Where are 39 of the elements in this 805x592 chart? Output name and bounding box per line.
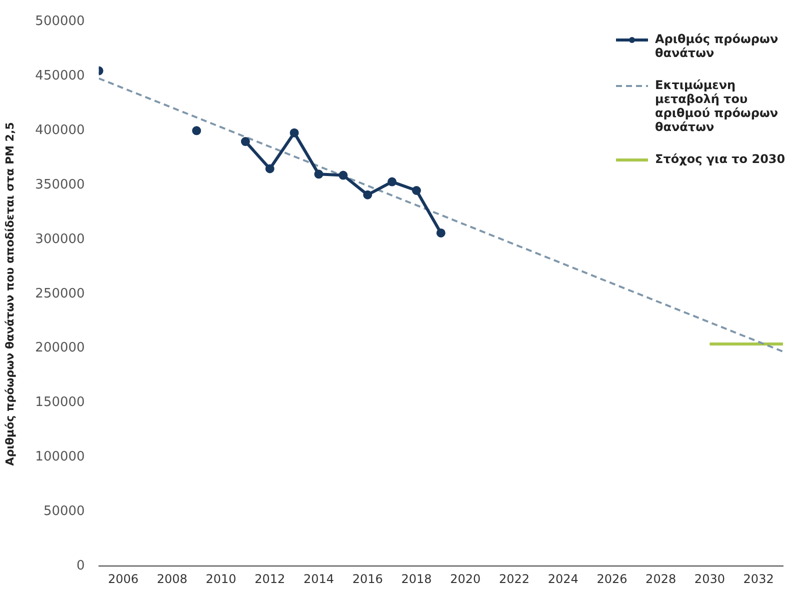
x-tick-label: 2010 bbox=[206, 572, 236, 586]
legend-label: Εκτιμώμενη μεταβολή του αριθμού πρόωρων θανάτων bbox=[655, 78, 780, 134]
point bbox=[338, 170, 348, 180]
x-tick-label: 2012 bbox=[254, 572, 286, 586]
x-tick-label: 2014 bbox=[303, 572, 334, 586]
point bbox=[314, 170, 324, 179]
y-tick-label: 250000 bbox=[35, 286, 85, 302]
x-tick-label: 2026 bbox=[596, 572, 628, 586]
x-tick-label: 2024 bbox=[548, 572, 578, 586]
y-tick-label: 50000 bbox=[43, 504, 85, 519]
x-tick-label: 2018 bbox=[401, 572, 432, 586]
point bbox=[412, 186, 421, 195]
y-tick-label: 400000 bbox=[35, 123, 85, 138]
y-tick-label: 0 bbox=[76, 558, 85, 574]
legend-label: Στόχος για το 2030 bbox=[655, 152, 786, 166]
x-tick-label: 2032 bbox=[743, 572, 774, 586]
y-tick-label: 100000 bbox=[35, 450, 85, 465]
point bbox=[290, 128, 299, 138]
x-tick-label: 2020 bbox=[450, 572, 481, 586]
y-axis-title: Αριθμός πρόωρων θανάτων που αποδίδεται στα PM 2,5 bbox=[3, 122, 16, 466]
point bbox=[240, 137, 250, 146]
point bbox=[436, 228, 446, 238]
point bbox=[388, 177, 397, 186]
x-tick-label: 2008 bbox=[156, 572, 188, 586]
x-tick-label: 2016 bbox=[352, 572, 383, 586]
y-tick-label: 450000 bbox=[35, 68, 85, 84]
x-tick-label: 2022 bbox=[498, 572, 530, 586]
x-tick-label: 2006 bbox=[108, 572, 139, 586]
y-tick-label: 350000 bbox=[35, 177, 85, 192]
y-tick-label: 150000 bbox=[35, 395, 85, 410]
y-tick-label: 200000 bbox=[35, 340, 85, 356]
legend-label: Αριθμός πρόωρων θανάτων bbox=[655, 32, 780, 60]
y-tick-label: 500000 bbox=[35, 14, 85, 30]
point bbox=[265, 164, 274, 174]
point bbox=[192, 126, 202, 136]
x-tick-label: 2028 bbox=[646, 572, 676, 586]
x-tick-label: 2030 bbox=[694, 572, 725, 586]
y-tick-label: 300000 bbox=[35, 232, 85, 247]
point bbox=[363, 190, 372, 200]
